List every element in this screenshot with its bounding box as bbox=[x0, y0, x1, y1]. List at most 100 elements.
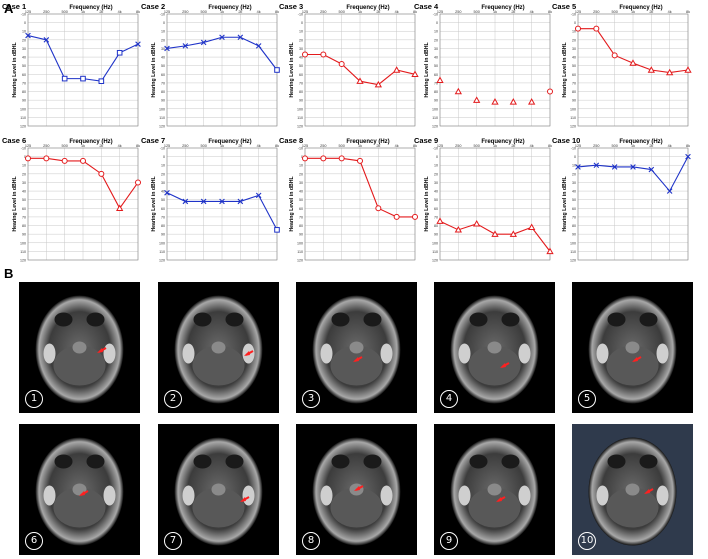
case-number-badge: 4 bbox=[440, 390, 458, 408]
data-point bbox=[684, 66, 692, 73]
data-point bbox=[80, 157, 86, 164]
data-point bbox=[509, 230, 517, 237]
level-tick-label: 50 bbox=[434, 198, 438, 202]
freq-tick-label: 4k bbox=[530, 144, 534, 148]
y-axis-label: Hearing Level in dBHL bbox=[562, 41, 568, 97]
freq-tick-label: 2k bbox=[649, 10, 653, 14]
level-tick-label: -10 bbox=[433, 13, 438, 17]
level-tick-label: 0 bbox=[163, 155, 165, 159]
data-point bbox=[80, 75, 86, 82]
data-point bbox=[411, 70, 419, 78]
freq-tick-label: 2k bbox=[99, 144, 103, 148]
data-point bbox=[611, 164, 618, 170]
data-point bbox=[274, 227, 280, 233]
level-tick-label: 90 bbox=[161, 99, 165, 103]
freq-tick-label: 4k bbox=[118, 144, 122, 148]
mri-image bbox=[312, 437, 401, 546]
case-title: Case 2 bbox=[141, 2, 165, 11]
level-tick-label: 20 bbox=[434, 38, 438, 42]
freq-tick-label: 250 bbox=[320, 10, 326, 14]
audiogram-1: Case 1 Frequency (Hz) -10 0 10 20 30 40 50 60 70 80… bbox=[2, 2, 141, 129]
y-axis-label: Hearing Level in dBHL bbox=[424, 41, 430, 97]
data-point bbox=[320, 155, 327, 162]
freq-tick-label: 4k bbox=[257, 10, 261, 14]
data-point bbox=[200, 198, 207, 205]
mri-scan-6: 6 bbox=[19, 424, 140, 555]
data-point bbox=[302, 155, 308, 162]
mri-scan-10: 10 bbox=[572, 424, 693, 555]
data-point bbox=[473, 96, 481, 103]
case-number-badge: 6 bbox=[25, 532, 43, 550]
level-tick-label: 10 bbox=[434, 164, 438, 168]
level-tick-label: 10 bbox=[161, 30, 165, 34]
level-tick-label: 10 bbox=[572, 30, 576, 34]
level-tick-label: 20 bbox=[299, 172, 303, 176]
level-tick-label: 120 bbox=[432, 125, 438, 129]
freq-tick-label: 1k bbox=[81, 144, 85, 148]
frequency-label: Frequency (Hz) bbox=[481, 5, 524, 11]
level-tick-label: 100 bbox=[20, 107, 26, 111]
level-tick-label: 110 bbox=[297, 250, 303, 254]
case-title: Case 8 bbox=[279, 136, 303, 145]
data-point bbox=[43, 37, 50, 43]
level-tick-label: 50 bbox=[161, 64, 165, 68]
data-point bbox=[393, 66, 401, 73]
data-point bbox=[593, 162, 600, 169]
level-tick-label: 20 bbox=[572, 172, 576, 176]
freq-tick-label: 1k bbox=[493, 10, 497, 14]
freq-tick-label: 1k bbox=[358, 10, 362, 14]
data-point bbox=[454, 226, 462, 233]
freq-tick-label: 125 bbox=[302, 10, 308, 14]
level-tick-label: 50 bbox=[572, 64, 576, 68]
level-tick-label: 110 bbox=[20, 250, 26, 254]
level-tick-label: 10 bbox=[434, 30, 438, 34]
y-axis-label: Hearing Level in dBHL bbox=[289, 175, 295, 231]
freq-tick-label: 2k bbox=[99, 10, 103, 14]
level-tick-label: 80 bbox=[299, 90, 303, 94]
level-tick-label: 90 bbox=[22, 99, 26, 103]
level-tick-label: 60 bbox=[572, 73, 576, 77]
freq-tick-label: 125 bbox=[25, 144, 31, 148]
data-point bbox=[611, 52, 618, 59]
case-number-badge: 10 bbox=[578, 532, 596, 550]
level-tick-label: 120 bbox=[297, 259, 303, 263]
audiogram-3: Case 3 Frequency (Hz) -10 0 10 20 30 40 50 60 70 80… bbox=[279, 2, 419, 129]
freq-tick-label: 8k bbox=[686, 10, 690, 14]
data-point bbox=[647, 66, 655, 73]
level-tick-label: 80 bbox=[299, 224, 303, 228]
level-tick-label: 60 bbox=[161, 207, 165, 211]
case-number-badge: 9 bbox=[440, 532, 458, 550]
level-tick-label: 80 bbox=[434, 90, 438, 94]
freq-tick-label: 8k bbox=[413, 144, 417, 148]
level-tick-label: 50 bbox=[299, 64, 303, 68]
data-point bbox=[255, 43, 262, 49]
data-point bbox=[164, 45, 170, 52]
freq-tick-label: 8k bbox=[275, 144, 279, 148]
audiogram-grid: Case 1 Frequency (Hz) -10 0 10 20 30 40 50 60 70 80… bbox=[2, 2, 692, 263]
plot-frame bbox=[304, 13, 416, 127]
level-tick-label: 40 bbox=[161, 56, 165, 60]
freq-tick-label: 1k bbox=[220, 144, 224, 148]
freq-tick-label: 1k bbox=[493, 144, 497, 148]
freq-tick-label: 2k bbox=[238, 10, 242, 14]
freq-tick-label: 500 bbox=[473, 10, 479, 14]
mri-scan-7: 7 bbox=[158, 424, 279, 555]
data-point bbox=[219, 34, 225, 41]
data-point bbox=[412, 213, 418, 220]
case-title: Case 4 bbox=[414, 2, 439, 11]
freq-tick-label: 1k bbox=[358, 144, 362, 148]
mri-scan-8: 8 bbox=[296, 424, 417, 555]
level-tick-label: 60 bbox=[22, 207, 26, 211]
y-axis-label: Hearing Level in dBHL bbox=[12, 175, 18, 231]
level-tick-label: 110 bbox=[159, 116, 165, 120]
data-point bbox=[116, 49, 123, 56]
case-number-badge: 2 bbox=[164, 390, 182, 408]
level-tick-label: 10 bbox=[22, 30, 26, 34]
data-point bbox=[375, 205, 382, 212]
frequency-label: Frequency (Hz) bbox=[69, 5, 112, 11]
data-point bbox=[473, 219, 481, 227]
level-tick-label: 0 bbox=[301, 155, 303, 159]
freq-tick-label: 8k bbox=[548, 10, 552, 14]
freq-tick-label: 500 bbox=[61, 10, 67, 14]
case-title: Case 10 bbox=[552, 136, 580, 145]
